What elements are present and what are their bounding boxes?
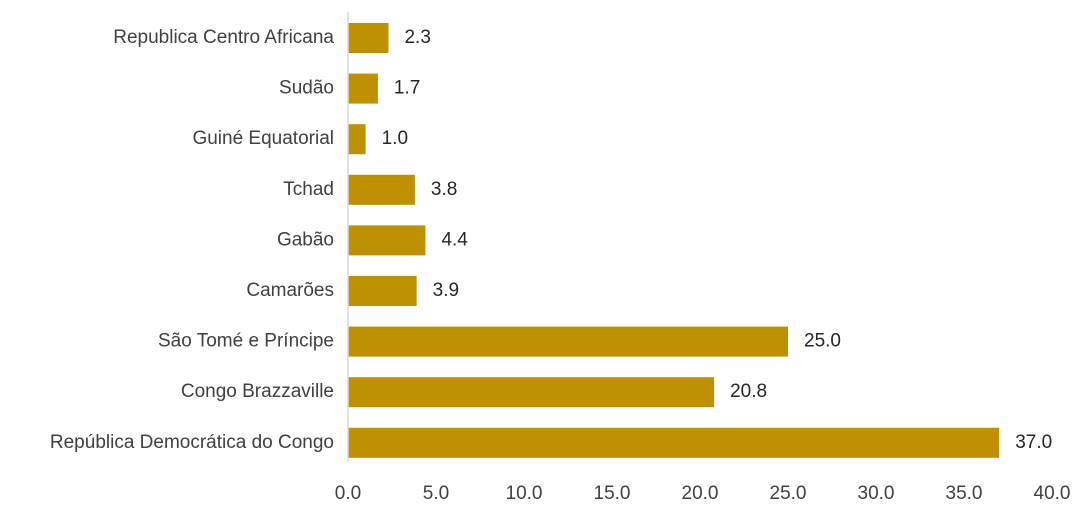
- data-label: 3.9: [433, 280, 459, 301]
- bar: [348, 174, 415, 205]
- category-label: Camarões: [246, 280, 334, 301]
- data-label: 1.0: [382, 128, 408, 149]
- x-tick-label: 5.0: [423, 483, 449, 504]
- bar: [348, 124, 366, 155]
- category-label: Guiné Equatorial: [192, 128, 334, 149]
- data-label: 1.7: [394, 78, 420, 99]
- bar: [348, 276, 417, 306]
- category-label: Tchad: [283, 179, 334, 200]
- x-tick-label: 10.0: [506, 483, 543, 504]
- data-label: 3.8: [431, 179, 457, 200]
- data-label: 4.4: [441, 229, 468, 250]
- bar: [348, 326, 788, 357]
- category-label: Sudão: [279, 78, 334, 99]
- category-label: Congo Brazzaville: [181, 381, 334, 402]
- data-label: 2.3: [404, 27, 430, 48]
- x-tick-label: 25.0: [770, 483, 807, 504]
- data-label: 37.0: [1015, 432, 1052, 453]
- bar: [348, 23, 389, 53]
- labels-layer: Republica Centro Africana 2.3 Sudão 1.7 Guin…: [50, 27, 1052, 453]
- x-tick-label: 0.0: [335, 483, 361, 504]
- data-label: 25.0: [804, 331, 841, 352]
- axis-layer: 0.0 5.0 10.0 15.0 20.0 25.0 30.0 35.0 40.0: [335, 12, 1071, 504]
- category-label: Gabão: [277, 229, 334, 250]
- category-label: República Democrática do Congo: [50, 432, 334, 453]
- bar: [348, 427, 1000, 458]
- data-label: 20.8: [730, 381, 767, 402]
- bar: [348, 73, 378, 104]
- bar: [348, 225, 426, 256]
- x-tick-label: 15.0: [594, 483, 631, 504]
- category-label: Republica Centro Africana: [113, 27, 334, 48]
- x-tick-label: 40.0: [1034, 483, 1071, 504]
- category-label: São Tomé e Príncipe: [158, 331, 334, 352]
- x-tick-label: 35.0: [946, 483, 983, 504]
- bar: [348, 377, 715, 408]
- x-tick-label: 20.0: [682, 483, 719, 504]
- bars-layer: [348, 23, 1000, 458]
- x-tick-label: 30.0: [858, 483, 895, 504]
